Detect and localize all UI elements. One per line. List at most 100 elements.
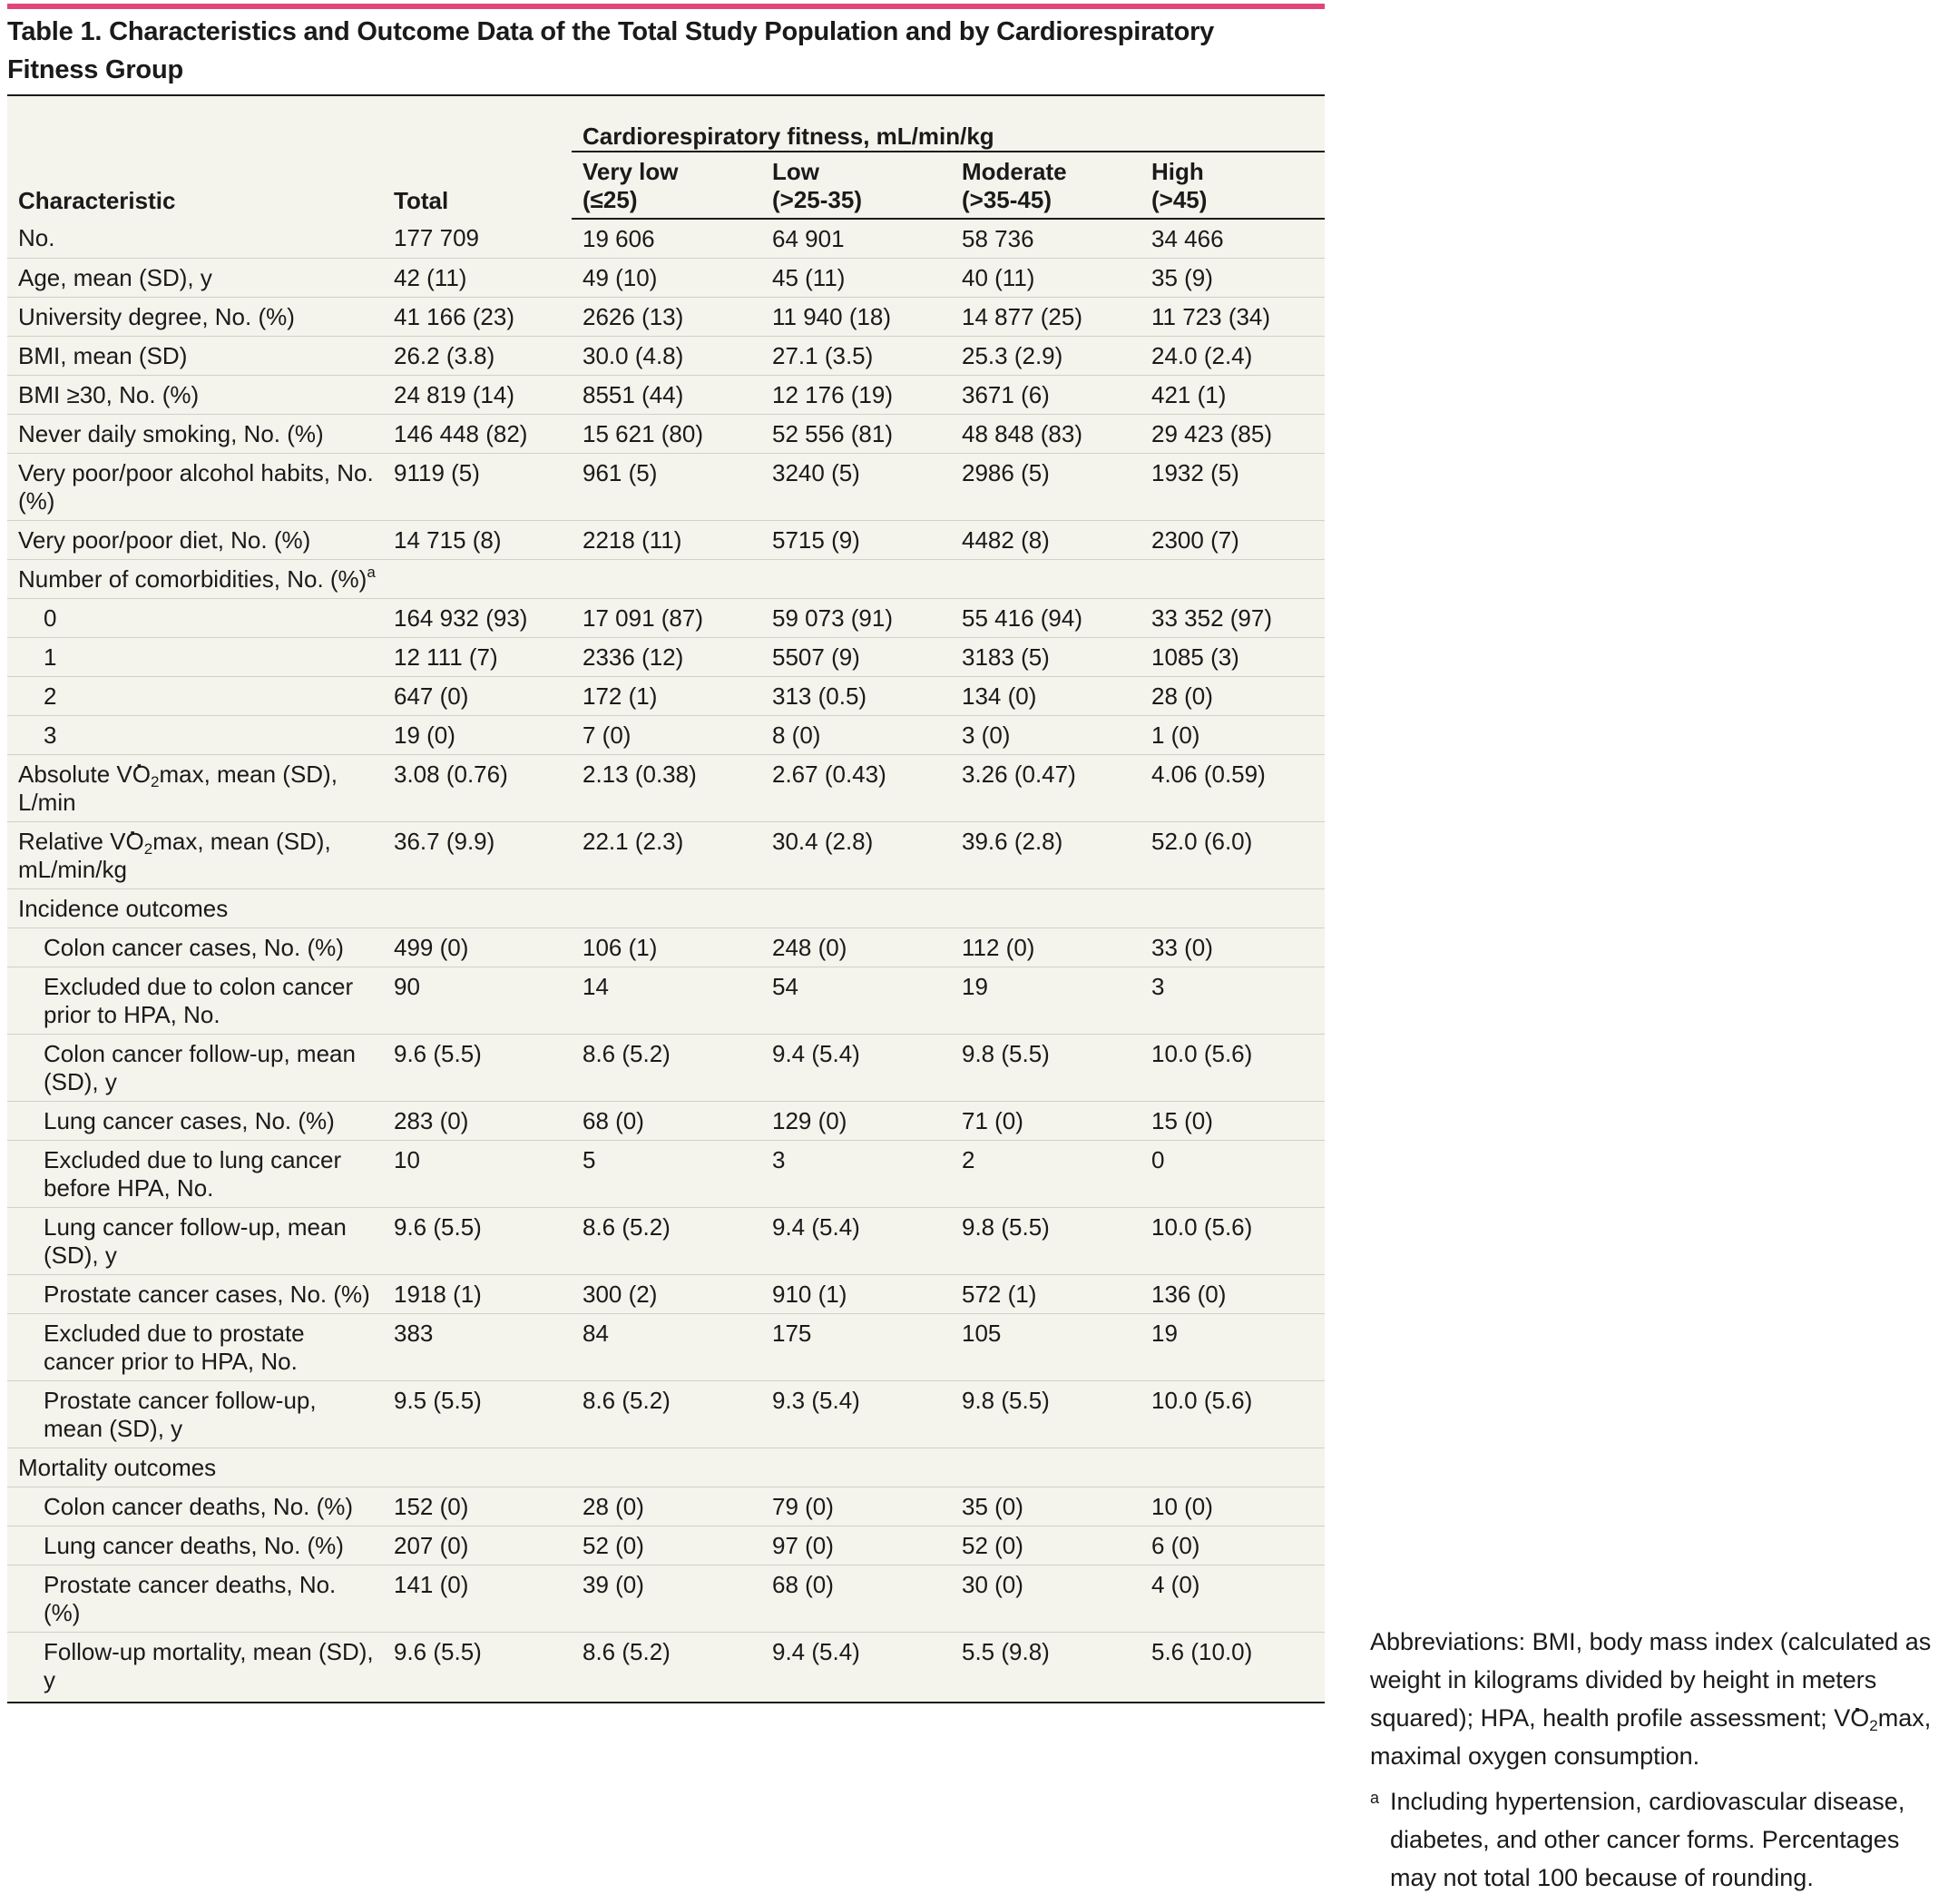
table-cell: 9.4 (5.4) [772,1638,860,1665]
table-cell [761,1448,951,1487]
table-cell [1141,1448,1326,1487]
row-label: Lung cancer follow-up, mean (SD), y [7,1207,383,1275]
table-cell: 19 606 [572,219,761,259]
header-group-moderate: Moderate (>35-45) [951,152,1141,220]
table-cell: 25.3 (2.9) [951,336,1141,376]
table-cell: 5 [572,1140,761,1208]
table-cell: 19 (0) [383,715,572,755]
table-cell: 26.2 (3.8) [383,336,572,376]
table-cell: 11 940 (18) [761,297,951,337]
table-row: Colon cancer follow-up, mean (SD), y 9.6 … [7,1034,1326,1102]
table-cell: 90 [383,967,572,1035]
table-cell [572,559,761,599]
row-label: Relative VO2max, mean (SD), mL/min/kg [7,813,383,889]
row-label: Lung cancer deaths, No. (%) [7,1526,383,1565]
row-label: Lung cancer cases, No. (%) [7,1101,383,1141]
table-cell [951,888,1141,928]
table-cell: 45 (11) [761,258,951,298]
table-cell: 19 [1141,1313,1326,1381]
table-cell: 9.6 (5.5) [383,1034,572,1102]
table-cell: 4 (0) [1141,1565,1326,1633]
table-cell: 207 (0) [383,1526,572,1565]
table-cell: 33 (0) [1141,927,1326,967]
table-cell [1141,559,1326,599]
table-cell: 30 (0) [951,1565,1141,1633]
table-cell: 129 (0) [761,1101,951,1141]
table-cell: 17 091 (87) [572,598,761,638]
characteristics-table-container: Characteristic Total Cardiorespiratory f… [7,94,1326,1703]
table-cell: 105 [951,1313,1141,1381]
row-label: BMI, mean (SD) [7,336,383,376]
table-row: Number of comorbidities, No. (%)a [7,559,1326,599]
table-row: Lung cancer follow-up, mean (SD), y 9.6 (… [7,1207,1326,1275]
table-row: Colon cancer cases, No. (%) 499 (0) 106 (1… [7,927,1326,967]
footnote-mark: a [1370,1789,1380,1807]
table-cell: 9119 (5) [383,453,572,521]
table-cell: 1 (0) [1141,715,1326,755]
table-cell: 48 848 (83) [951,414,1141,454]
table-cell: 175 [761,1313,951,1381]
row-label: BMI ≥30, No. (%) [7,375,383,415]
table-cell [951,559,1141,599]
row-label: Never daily smoking, No. (%) [7,414,383,454]
table-cell: 136 (0) [1141,1274,1326,1314]
table-cell: 59 073 (91) [761,598,951,638]
table-cell: 52 (0) [951,1526,1141,1565]
table-cell: 3.08 (0.76) [383,754,572,822]
table-cell: 4.06 (0.59) [1141,754,1326,822]
header-group-low: Low (>25-35) [761,152,951,220]
table-cell: 8.6 (5.2) [572,1380,761,1448]
header-group-high: High (>45) [1141,152,1326,220]
row-label: Mortality outcomes [7,1448,383,1487]
characteristics-table: Characteristic Total Cardiorespiratory f… [7,96,1326,1702]
table-cell: 283 (0) [383,1101,572,1141]
table-cell: 647 (0) [383,676,572,716]
table-cell [383,1448,572,1487]
table-notes: Abbreviations: BMI, body mass index (cal… [1370,1623,1951,1904]
table-cell: 68 (0) [761,1565,951,1633]
table-cell: 39 (0) [572,1565,761,1633]
table-cell: 3.26 (0.47) [951,754,1141,822]
table-cell: 28 (0) [1141,676,1326,716]
table-cell: 29 423 (85) [1141,414,1326,454]
table-cell: 8.6 (5.2) [572,1034,761,1102]
table-row: University degree, No. (%) 41 166 (23) 262… [7,297,1326,337]
table-cell: 7 (0) [572,715,761,755]
title-accent-rule [7,4,1325,9]
row-label: 0 [7,598,383,638]
table-cell: 6 (0) [1141,1526,1326,1565]
table-row: 1 12 111 (7) 2336 (12) 5507 (9) 3183 (5) 1085… [7,637,1326,677]
comorbidities-footnote: a Including hypertension, cardiovascular … [1370,1782,1951,1897]
table-row: Incidence outcomes [7,888,1326,928]
header-total: Total [394,187,449,214]
header-characteristic: Characteristic [18,187,176,214]
table-cell: 14 877 (25) [951,297,1141,337]
table-cell: 2218 (11) [572,520,761,560]
table-cell: 64 901 [761,219,951,259]
table-cell [761,559,951,599]
table-cell: 27.1 (3.5) [761,336,951,376]
table-cell: 10.0 (5.6) [1141,1207,1326,1275]
table-row: BMI ≥30, No. (%) 24 819 (14) 8551 (44) 12 1… [7,375,1326,415]
table-row: Very poor/poor alcohol habits, No. (%) 91… [7,453,1326,521]
table-cell: 3 [761,1140,951,1208]
row-label: 2 [7,676,383,716]
table-cell: 24 819 (14) [383,375,572,415]
table-cell: 54 [761,967,951,1035]
table-cell: 15 621 (80) [572,414,761,454]
table-cell: 35 (9) [1141,258,1326,298]
row-label: Excluded due to colon cancer prior to HP… [7,967,383,1035]
table-cell [383,559,572,599]
table-row: Age, mean (SD), y 42 (11) 49 (10) 45 (11) 40… [7,258,1326,298]
row-label: Colon cancer deaths, No. (%) [7,1487,383,1526]
row-label: Colon cancer follow-up, mean (SD), y [7,1034,383,1102]
table-cell: 313 (0.5) [761,676,951,716]
table-cell: 9.4 (5.4) [761,1207,951,1275]
table-cell: 35 (0) [951,1487,1141,1526]
row-label: University degree, No. (%) [7,297,383,337]
table-row: Relative VO2max, mean (SD), mL/min/kg36.… [7,813,1326,889]
header-fitness-group: Cardiorespiratory fitness, mL/min/kg [572,96,1326,152]
table-cell: 9.8 (5.5) [951,1380,1141,1448]
table-cell: 961 (5) [572,453,761,521]
